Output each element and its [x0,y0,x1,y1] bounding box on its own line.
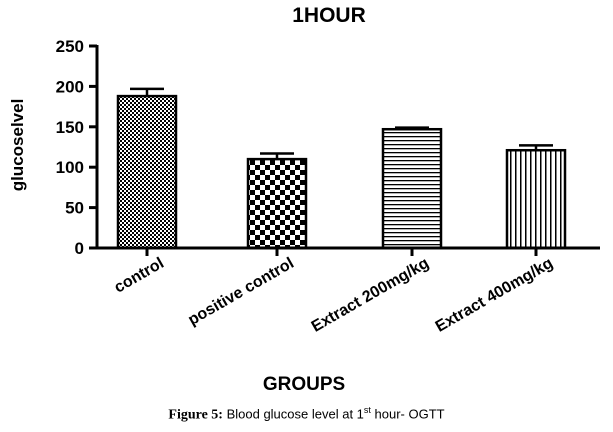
bar-1 [116,94,178,250]
caption-text: Blood glucose level at 1 [222,406,364,422]
y-ticks-group: 0 50 100 150 200 250 [56,37,97,258]
figure-label: Figure 5: [168,407,223,423]
bar-2 [246,157,308,250]
caption-superscript: st [363,405,371,415]
x-category-label-4: Extract 400mg/kg [433,255,556,336]
figure-caption: Figure 5: Blood glucose level at 1st hou… [0,405,613,423]
axes-group [95,45,600,256]
y-tick-label-250: 250 [56,37,84,56]
x-category-label-1: control [112,255,167,297]
y-tick-label-0: 0 [75,239,84,258]
bars-group [116,87,567,250]
y-tick-label-200: 200 [56,77,84,96]
y-tick-label-50: 50 [65,199,84,218]
x-categories-group: control positive control Extract 200mg/kg E… [112,255,556,336]
x-category-label-3: Extract 200mg/kg [309,255,432,336]
y-tick-label-100: 100 [56,158,84,177]
bar-chart: 1HOUR glucoselvel 0 50 100 150 200 250 contro… [8,4,600,395]
x-category-label-2: positive control [185,255,297,329]
y-tick-label-150: 150 [56,118,84,137]
bar-4 [505,148,567,250]
bar-3 [381,127,443,250]
x-axis-title: GROUPS [263,374,345,395]
y-axis-label: glucoselvel [8,99,27,192]
chart-title: 1HOUR [292,4,366,27]
caption-text-end: hour- OGTT [370,406,445,422]
